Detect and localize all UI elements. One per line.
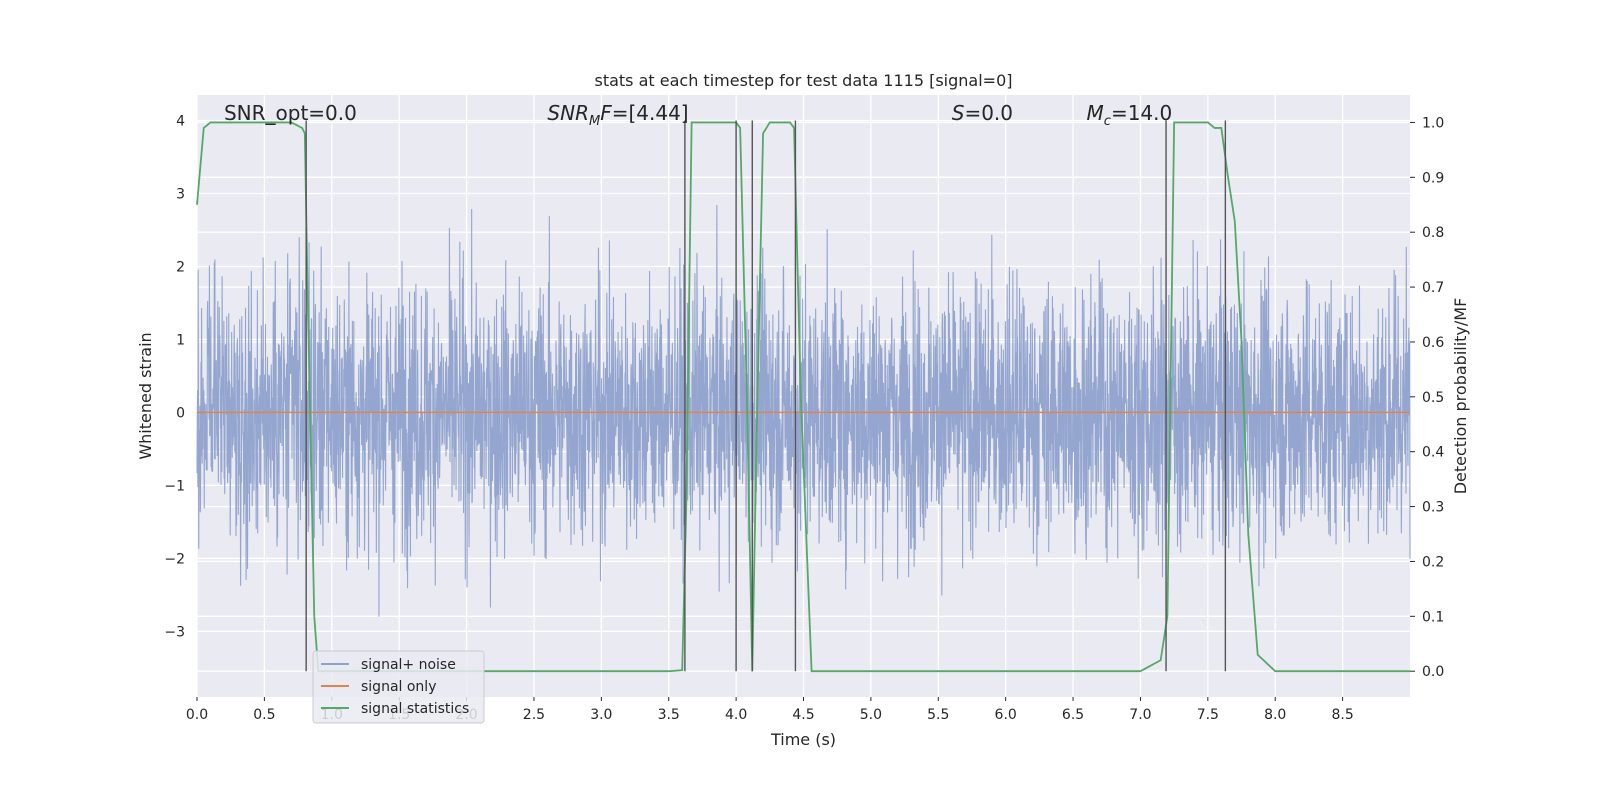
x-tick-label: 8.5 — [1331, 707, 1353, 723]
series-lines — [196, 121, 1410, 673]
y-tick-label: 2 — [176, 259, 185, 275]
annotation-snr-opt: SNR_opt=0.0 — [224, 101, 357, 125]
x-tick-label: 4.0 — [725, 707, 747, 723]
right-tick-label: 0.1 — [1422, 609, 1444, 625]
x-tick-label: 5.5 — [927, 707, 949, 723]
x-axis-label: Time (s) — [770, 730, 836, 749]
x-tick-label: 7.0 — [1129, 707, 1151, 723]
series-signal-noise — [196, 205, 1411, 617]
line-signal-noise — [196, 205, 1411, 617]
right-tick-label: 0.6 — [1422, 335, 1444, 351]
legend-label: signal statistics — [361, 701, 469, 717]
annotations: SNR_opt=0.0 SNRMF=[4.44] S=0.0 Mc=14.0 — [224, 101, 1172, 129]
y-tick-label: −2 — [164, 551, 185, 567]
annotation-snr-mf: SNRMF=[4.44] — [547, 101, 688, 129]
y-axis-ticks: −3 −2 −1 0 1 2 3 4 — [164, 114, 185, 641]
x-tick-label: 6.0 — [995, 707, 1017, 723]
y-tick-label: 0 — [176, 405, 185, 421]
right-axis-label: Detection probability/MF — [1451, 298, 1470, 495]
chart-title: stats at each timestep for test data 111… — [594, 71, 1012, 90]
x-tick-label: 5.0 — [860, 707, 882, 723]
x-tick-label: 0.0 — [186, 707, 208, 723]
annotation-mc: Mc=14.0 — [1087, 101, 1173, 129]
right-tick-label: 0.3 — [1422, 500, 1444, 516]
legend-label: signal+ noise — [361, 657, 456, 673]
x-tick-label: 6.5 — [1062, 707, 1084, 723]
y-tick-label: −3 — [164, 624, 185, 640]
vertical-markers — [305, 120, 1227, 672]
right-tick-label: 0.9 — [1422, 170, 1444, 186]
legend: signal+ noise signal only signal statistic… — [312, 650, 485, 724]
right-tick-label: 0.8 — [1422, 225, 1444, 241]
x-tick-label: 2.5 — [523, 707, 545, 723]
y-tick-label: 4 — [176, 114, 185, 130]
right-tick-label: 1.0 — [1422, 115, 1444, 131]
legend-label: signal only — [361, 679, 436, 695]
right-tick-label: 0.5 — [1422, 390, 1444, 406]
y-tick-label: 3 — [176, 187, 185, 203]
x-tick-label: 8.0 — [1264, 707, 1286, 723]
x-tick-label: 0.5 — [253, 707, 275, 723]
x-tick-label: 7.5 — [1197, 707, 1219, 723]
right-tick-label: 0.4 — [1422, 445, 1444, 461]
y-tick-label: 1 — [176, 332, 185, 348]
right-tick-label: 0.7 — [1422, 280, 1444, 296]
y-tick-label: −1 — [164, 478, 185, 494]
right-axis-ticks: 0.0 0.1 0.2 0.3 0.4 0.5 0.6 0.7 0.8 0.9 1.0 — [1410, 115, 1444, 680]
right-tick-label: 0.2 — [1422, 554, 1444, 570]
annotation-s: S=0.0 — [952, 101, 1013, 125]
x-tick-label: 3.5 — [658, 707, 680, 723]
line-signal-statistics — [196, 121, 1410, 673]
right-tick-label: 0.0 — [1422, 664, 1444, 680]
y-axis-label: Whitened strain — [136, 332, 155, 459]
x-tick-label: 4.5 — [792, 707, 814, 723]
x-tick-label: 3.0 — [590, 707, 612, 723]
